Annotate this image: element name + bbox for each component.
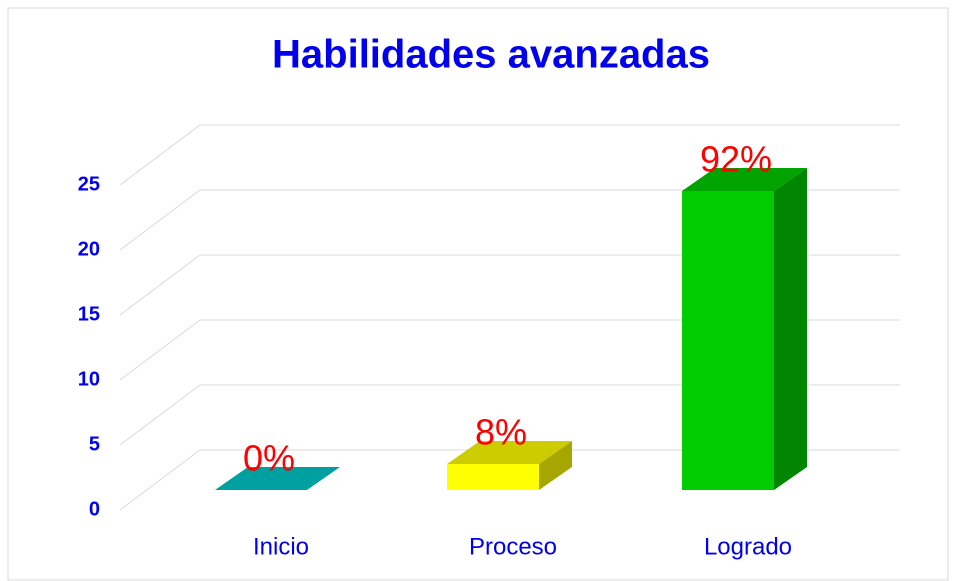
grid-line-depth [119,189,201,251]
grid-line-depth [119,319,201,381]
grid-line-depth [119,254,201,316]
y-tick-label: 10 [78,368,100,390]
y-tick-label: 25 [78,173,100,195]
grid-line-depth [119,384,201,446]
bar [447,464,539,490]
bar [682,191,774,490]
bar-top [215,467,340,490]
x-tick-label: Proceso [469,533,557,560]
chart-title: Habilidades avanzadas [272,33,710,77]
bar-side [774,168,807,490]
bar-top [682,168,807,191]
grid-line-depth [119,124,201,186]
data-label: 0% [243,438,295,479]
y-tick-label: 0 [89,498,100,520]
data-label: 92% [700,139,772,180]
grid-line-depth [119,449,201,511]
data-label: 8% [475,412,527,453]
x-tick-label: Logrado [704,533,792,560]
bar-side [539,441,572,490]
x-tick-label: Inicio [253,533,309,560]
y-tick-label: 20 [78,238,100,260]
bar-top [447,441,572,464]
y-tick-label: 5 [89,433,100,455]
y-tick-label: 15 [78,303,100,325]
